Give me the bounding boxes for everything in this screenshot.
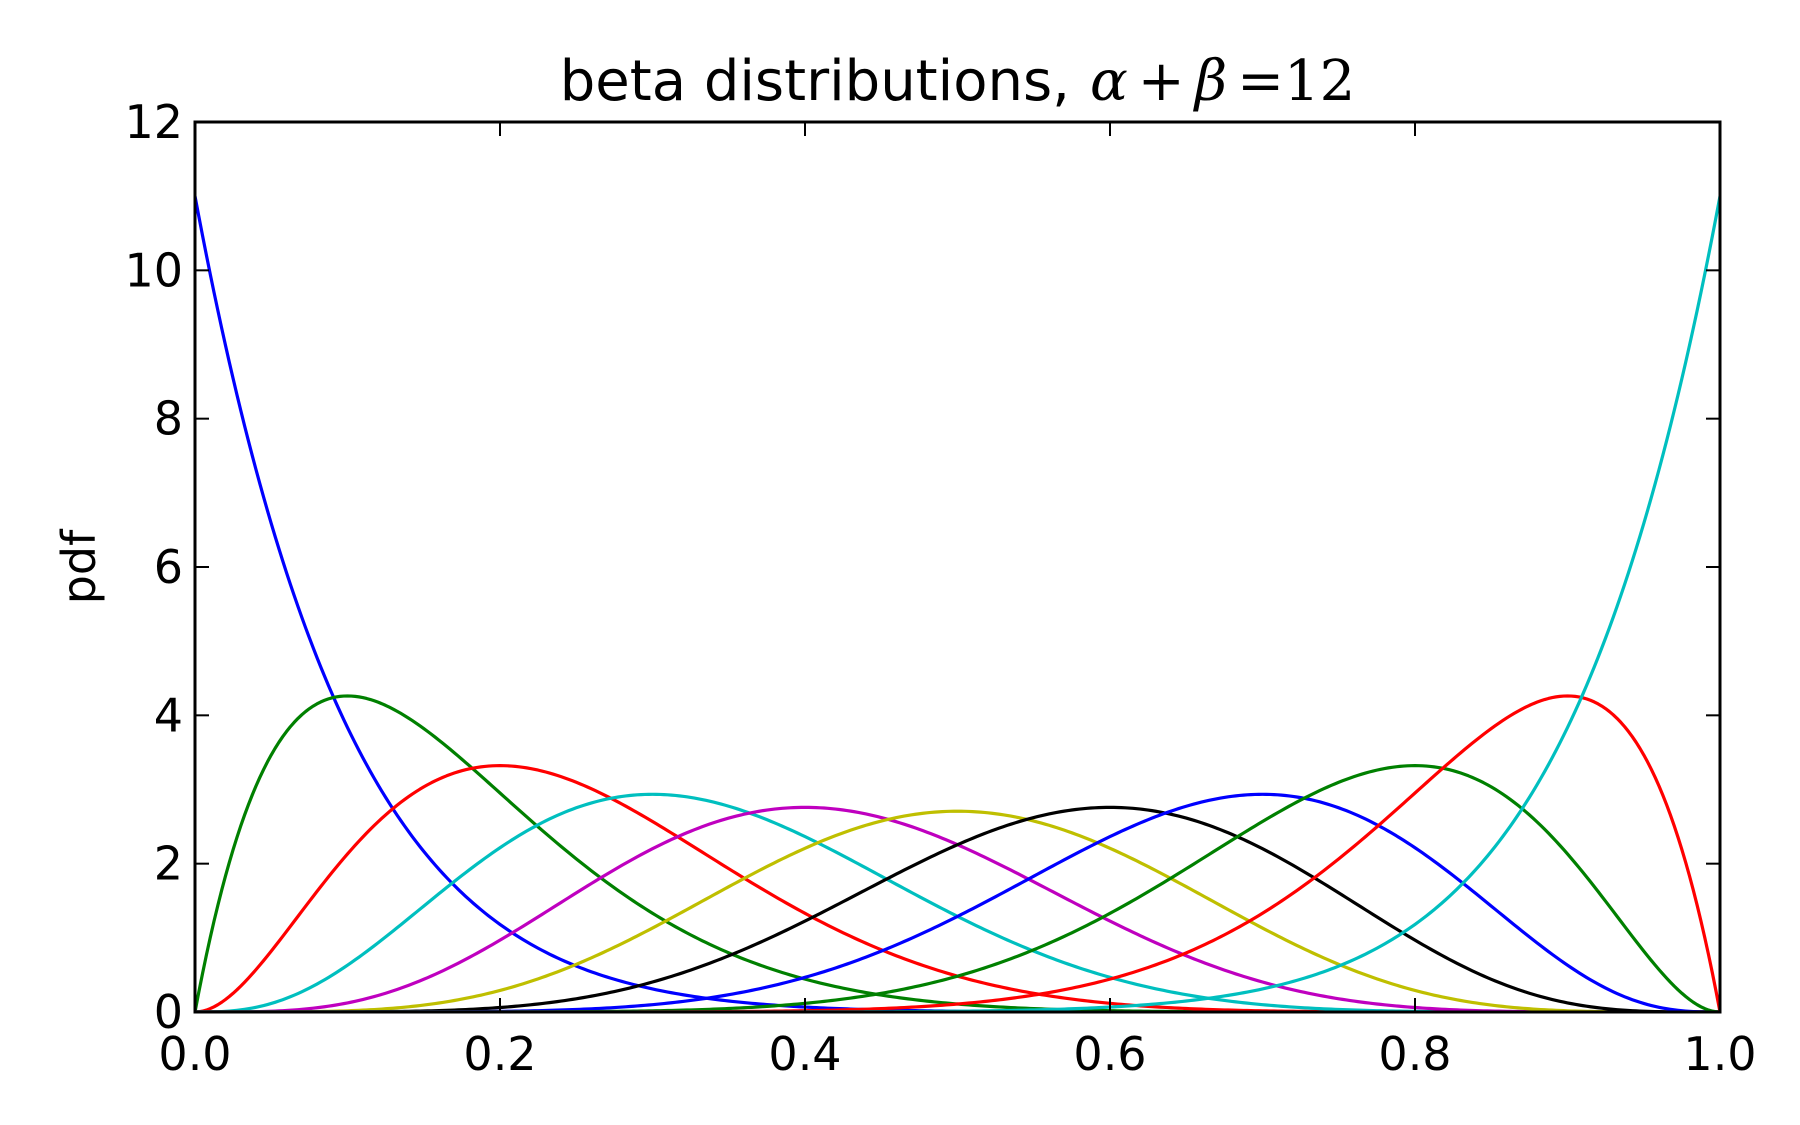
chart-title-text: beta distributions, — [560, 49, 1070, 114]
y-tick-label: 2 — [154, 837, 183, 891]
y-tick-label: 0 — [154, 985, 183, 1039]
y-tick-label: 8 — [154, 392, 183, 446]
x-tick-label: 0.0 — [158, 1027, 231, 1081]
y-tick-label: 6 — [154, 540, 183, 594]
x-tick-label: 0.6 — [1073, 1027, 1146, 1081]
y-axis-tick-labels: 0 2 4 6 8 10 12 — [124, 95, 183, 1039]
title-math-plus: + — [1138, 49, 1185, 114]
y-tick-label: 4 — [154, 688, 183, 742]
y-tick-label: 10 — [124, 243, 183, 297]
x-tick-label: 0.4 — [768, 1027, 841, 1081]
y-axis-label: pdf — [52, 528, 106, 604]
y-tick-label: 12 — [124, 95, 183, 149]
series-line-beta-6-6 — [195, 809, 1720, 1012]
x-tick-label: 0.8 — [1378, 1027, 1451, 1081]
title-math-equals-12: =12 — [1237, 49, 1355, 114]
x-tick-label: 1.0 — [1683, 1027, 1756, 1081]
plot-area — [193, 120, 1722, 1014]
x-tick-label: 0.2 — [463, 1027, 536, 1081]
plot-frame — [193, 120, 1722, 1014]
title-math-alpha: α — [1090, 49, 1128, 114]
series-line-beta-10-2 — [195, 694, 1720, 1012]
chart-title: beta distributions, α + β =12 — [560, 49, 1356, 114]
x-axis-tick-labels: 0.0 0.2 0.4 0.6 0.8 1.0 — [158, 1027, 1756, 1081]
title-math-beta: β — [1193, 49, 1227, 114]
